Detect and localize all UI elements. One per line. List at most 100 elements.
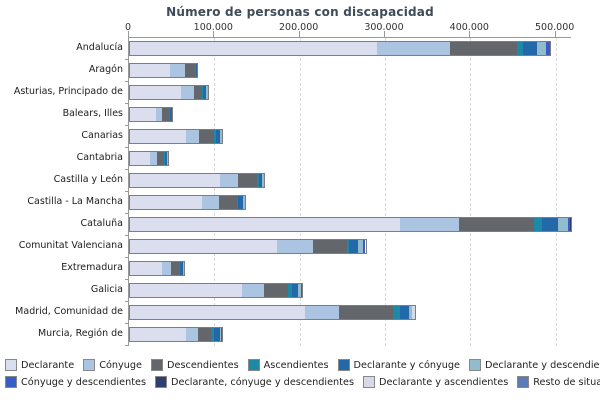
stacked-bar	[129, 107, 173, 122]
bar-segment	[164, 152, 168, 165]
bar-segment	[211, 328, 214, 341]
x-tick-label: 0	[124, 22, 132, 33]
bar-segment	[362, 240, 366, 253]
category-label: Canarias	[81, 130, 123, 141]
legend-item: Resto de situaciones	[517, 376, 600, 388]
gridline	[299, 38, 301, 346]
category-row	[129, 214, 573, 236]
bar-segment	[300, 284, 303, 297]
legend-swatch	[337, 359, 350, 371]
bar-segment	[130, 196, 202, 209]
legend-swatch	[155, 376, 168, 388]
bar-segment	[150, 152, 158, 165]
y-axis-tick	[125, 323, 129, 324]
bar-segment	[162, 262, 171, 275]
bar-segment	[213, 328, 220, 341]
bar-segment	[221, 328, 223, 341]
category-label: Comunitat Valenciana	[18, 240, 123, 251]
bar-segment	[258, 174, 263, 187]
x-tick-label: 300.000	[364, 22, 404, 33]
bar-segment	[193, 86, 202, 99]
bar-segment	[194, 64, 196, 77]
category-label: Extremadura	[61, 262, 123, 273]
bar-segment	[349, 240, 358, 253]
legend-item: Cónyuge y descendientes	[5, 376, 146, 388]
bar-segment	[242, 196, 246, 209]
bar-segment	[130, 306, 305, 319]
bar-segment	[180, 262, 183, 275]
bar-segment	[130, 218, 401, 231]
bar-segment	[570, 218, 572, 231]
y-axis-tick	[125, 235, 129, 236]
bar-segment	[238, 174, 258, 187]
category-row	[129, 104, 571, 126]
bar-segment	[205, 86, 208, 99]
bar-segment	[130, 262, 163, 275]
category-label: Castilla y León	[53, 174, 123, 185]
stacked-bar	[129, 217, 573, 232]
category-row	[129, 60, 571, 82]
bar-segment	[170, 64, 185, 77]
category-row	[129, 148, 571, 170]
category-label: Madrid, Comunidad de	[15, 306, 123, 317]
bar-segment	[262, 174, 264, 187]
stacked-bar	[129, 327, 224, 342]
stacked-bar	[129, 63, 198, 78]
bar-segment	[567, 218, 571, 231]
category-label: Asturias, Principado de	[13, 86, 123, 97]
bar-segment	[218, 196, 237, 209]
bar-segment	[130, 64, 171, 77]
legend-label: Declarante	[21, 359, 75, 371]
bar-segment	[167, 152, 169, 165]
gridline	[214, 38, 216, 346]
bar-segment	[164, 152, 165, 165]
legend-swatch	[151, 359, 164, 371]
bar-segment	[130, 284, 242, 297]
stacked-bar	[129, 305, 416, 320]
bar-segment	[195, 64, 197, 77]
category-label: Andalucía	[76, 42, 123, 53]
bar-segment	[130, 240, 277, 253]
bar-segment	[219, 328, 222, 341]
bar-segment	[276, 240, 313, 253]
y-axis-tick	[125, 81, 129, 82]
chart-title: Número de personas con discapacidad	[166, 5, 434, 19]
stacked-bar	[129, 41, 551, 56]
bar-segment	[399, 306, 409, 319]
legend-label: Declarante, cónyuge y descendientes	[171, 376, 354, 388]
bar-segment	[179, 262, 181, 275]
bar-segment	[263, 284, 288, 297]
category-label: Cataluña	[80, 218, 123, 229]
bar-segment	[202, 86, 206, 99]
bar-segment	[542, 218, 559, 231]
category-label: Murcia, Región de	[37, 328, 123, 339]
stacked-bar	[129, 129, 224, 144]
stacked-bar	[129, 151, 170, 166]
legend-label: Resto de situaciones	[533, 376, 600, 388]
y-axis-tick	[125, 125, 129, 126]
gridline	[555, 38, 557, 346]
bar-segment	[346, 240, 350, 253]
bar-segment	[130, 108, 156, 121]
category-row	[129, 302, 571, 324]
bar-segment	[186, 130, 200, 143]
legend-swatch	[83, 359, 96, 371]
x-tick-mark	[469, 31, 471, 37]
stacked-bar	[129, 195, 247, 210]
category-row	[129, 170, 571, 192]
legend-label: Ascendientes	[263, 359, 329, 371]
legend-label: Descendientes	[167, 359, 239, 371]
bar-segment	[157, 152, 165, 165]
category-row	[129, 280, 571, 302]
bar-segment	[201, 86, 203, 99]
legend-label: Cónyuge	[99, 359, 143, 371]
legend-row: Declarante Cónyuge Descendientes Ascendient…	[5, 359, 600, 371]
category-row	[129, 126, 571, 148]
bar-segment	[298, 284, 301, 297]
bar-segment	[287, 284, 293, 297]
plot-area	[125, 37, 573, 346]
category-label: Aragón	[88, 64, 123, 75]
legend-swatch	[517, 376, 530, 388]
bar-segment	[214, 130, 217, 143]
